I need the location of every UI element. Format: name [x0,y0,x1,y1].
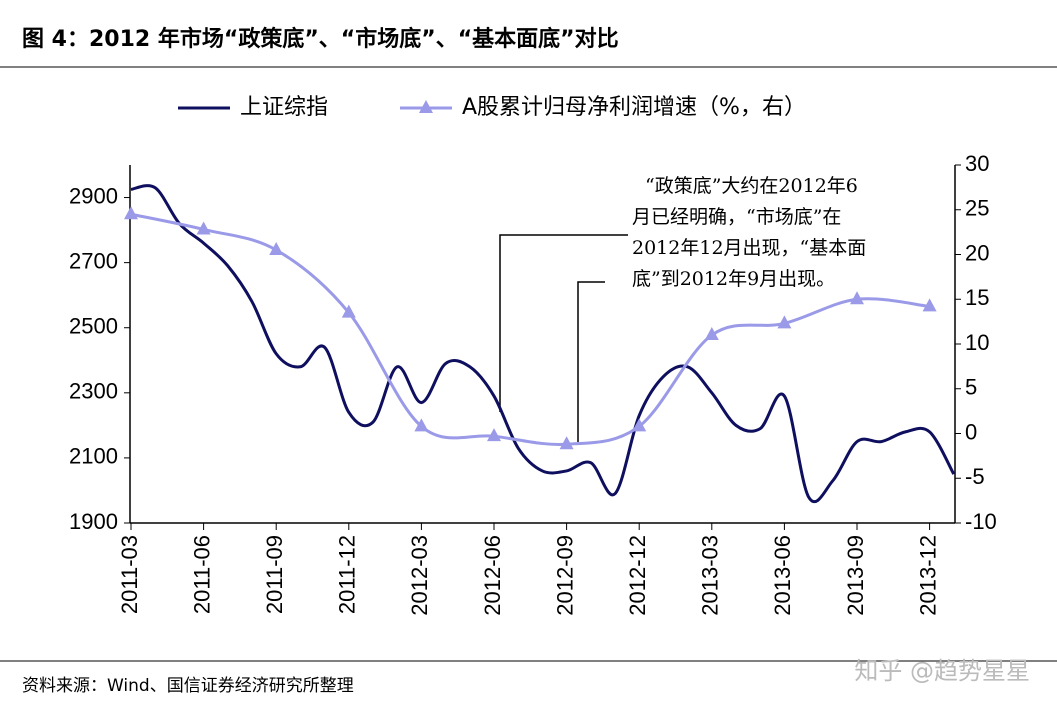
series-marker [487,428,501,442]
y-tick-label: 2500 [69,314,118,339]
series-marker [850,291,864,305]
series-marker [196,221,211,235]
x-tick-label: 2013-12 [915,535,940,616]
chart-title: 图 4：2012 年市场“政策底”、“市场底”、“基本面底”对比 [22,26,619,52]
x-tick-label: 2011-03 [117,535,142,614]
annotation: 底”到2012年9月出现。 [632,268,835,290]
x-tick-label: 2011-09 [262,535,287,614]
y-tick-label: 2100 [69,444,118,469]
x-tick-label: 2013-09 [843,535,868,616]
series-marker [777,315,792,329]
series-marker [341,304,356,318]
x-tick-label: 2012-06 [480,535,505,616]
y2-tick-label: 15 [965,285,989,310]
y2-tick-label: 30 [965,151,989,176]
x-tick-label: 2011-12 [335,535,360,614]
x-tick-label: 2013-03 [698,535,723,616]
y-tick-label: 2700 [69,248,118,273]
y-tick-label: 1900 [69,509,118,534]
x-tick-label: 2012-09 [552,535,577,616]
y-tick-label: 2900 [69,183,118,208]
series-marker [124,206,138,220]
series-marker [559,436,574,450]
y2-tick-label: 0 [965,419,977,444]
annotation: 2012年12月出现，“基本面 [632,237,866,259]
x-tick-label: 2013-06 [770,535,795,616]
x-tick-label: 2011-06 [189,535,214,614]
annotation-leader [577,281,605,442]
x-tick-label: 2012-12 [625,535,650,616]
series-line [130,184,956,504]
annotation-leader [499,234,628,412]
y-tick-label: 2300 [69,379,118,404]
watermark: 知乎 @趋势星星 [854,657,1030,685]
series-marker [704,327,719,341]
y2-tick-label: 25 [965,196,989,221]
y2-tick-label: -5 [965,464,985,489]
legend-label: 上证综指 [240,95,328,120]
y2-tick-label: 5 [965,375,977,400]
y2-tick-label: 20 [965,240,989,265]
legend-marker [419,100,433,113]
annotation: “政策底”大约在2012年6 [645,175,858,197]
y2-tick-label: -10 [965,509,997,534]
x-tick-label: 2012-03 [407,535,432,616]
y2-tick-label: 10 [965,330,989,355]
series-marker [922,298,937,312]
series-marker [414,418,429,432]
annotation: 月已经明确，“市场底”在 [632,206,841,228]
series-marker [632,418,647,432]
series-marker [269,242,284,256]
source-note: 资料来源：Wind、国信证券经济研究所整理 [22,676,354,696]
legend-label: A股累计归母净利润增速（%，右） [462,95,806,120]
